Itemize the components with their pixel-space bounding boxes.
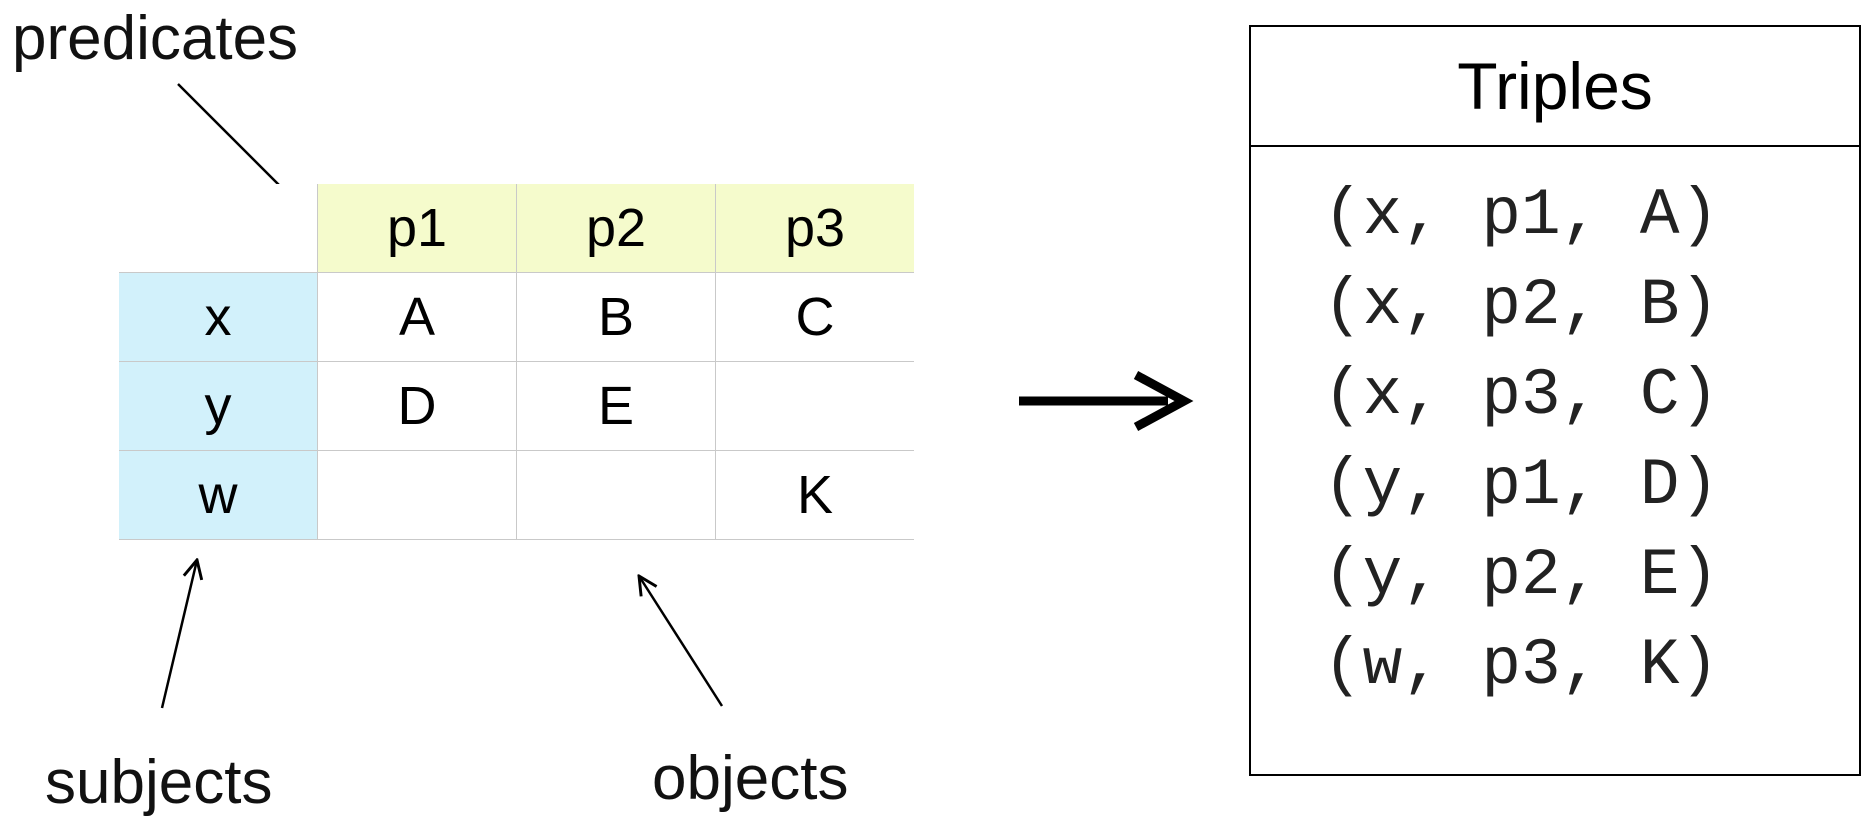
transform-arrow: [1019, 371, 1194, 431]
object-cell: [516, 450, 716, 540]
object-cell: A: [317, 272, 517, 362]
predicate-header-p3: p3: [715, 184, 914, 273]
object-cell: D: [317, 361, 517, 451]
subject-header-x: x: [119, 272, 318, 362]
object-cell: [317, 450, 517, 540]
object-cell: C: [715, 272, 914, 362]
table-corner: [119, 184, 318, 273]
object-cell: B: [516, 272, 716, 362]
triples-list: (x, p1, A) (x, p2, B) (x, p3, C) (y, p1,…: [1251, 147, 1859, 711]
table-row: x A B C: [119, 272, 914, 362]
predicate-subject-table: p1 p2 p3 x A B C y D E w K: [119, 184, 914, 540]
object-cell: [715, 361, 914, 451]
triple-item: (y, p1, D): [1323, 448, 1720, 523]
objects-label: objects: [652, 744, 849, 813]
triple-item: (x, p2, B): [1323, 268, 1720, 343]
subjects-label: subjects: [45, 748, 273, 817]
triple-item: (x, p3, C): [1323, 358, 1720, 433]
triples-panel: Triples (x, p1, A) (x, p2, B) (x, p3, C)…: [1249, 25, 1861, 776]
predicate-header-p1: p1: [317, 184, 517, 273]
table-header-row: p1 p2 p3: [119, 184, 914, 273]
subject-header-y: y: [119, 361, 318, 451]
predicates-label: predicates: [12, 4, 299, 73]
table-row: y D E: [119, 361, 914, 451]
triple-item: (y, p2, E): [1323, 538, 1720, 613]
object-cell: K: [715, 450, 914, 540]
triple-item: (x, p1, A): [1323, 178, 1720, 253]
subject-header-w: w: [119, 450, 318, 540]
objects-pointer-arrow: [639, 576, 724, 707]
predicate-header-p2: p2: [516, 184, 716, 273]
triples-panel-title: Triples: [1251, 27, 1859, 147]
triple-item: (w, p3, K): [1323, 628, 1720, 703]
table-row: w K: [119, 450, 914, 540]
object-cell: E: [516, 361, 716, 451]
subjects-pointer-arrow: [160, 560, 197, 709]
